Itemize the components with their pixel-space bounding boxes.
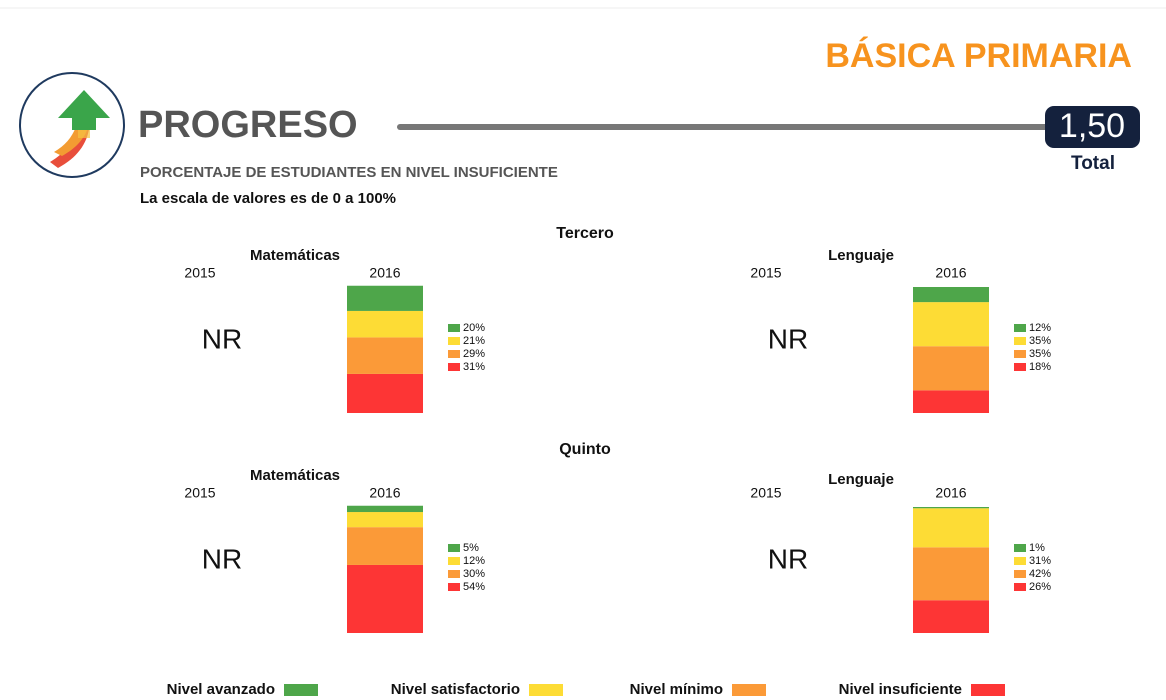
- category-label: 2016: [935, 485, 966, 501]
- category-label: 2015: [184, 265, 215, 281]
- value-label: 31%: [463, 361, 485, 373]
- legend-swatch: [284, 684, 318, 696]
- category-label: 2015: [750, 265, 781, 281]
- value-label: 35%: [1029, 348, 1051, 360]
- bar-segment: [347, 337, 423, 374]
- value-label: 26%: [1029, 581, 1051, 593]
- legend-swatch: [732, 684, 766, 696]
- panel-title: Matemáticas: [250, 467, 340, 484]
- legend-swatch: [448, 324, 460, 332]
- note: La escala de valores es de 0 a 100%: [140, 190, 396, 207]
- value-label: 42%: [1029, 568, 1051, 580]
- panel-title: Lenguaje: [828, 247, 894, 264]
- value-label: 20%: [463, 322, 485, 334]
- legend-swatch: [448, 350, 460, 358]
- missing-label: NR: [202, 323, 242, 354]
- value-label: 5%: [463, 542, 479, 554]
- legend-swatch: [1014, 570, 1026, 578]
- bar-segment: [347, 373, 423, 413]
- subtitle: PORCENTAJE DE ESTUDIANTES EN NIVEL INSUF…: [140, 164, 558, 181]
- legend-swatch: [1014, 544, 1026, 552]
- legend-swatch: [1014, 363, 1026, 371]
- bar-segment: [347, 505, 423, 513]
- value-label: 1%: [1029, 542, 1045, 554]
- logo: [19, 72, 125, 178]
- legend-label: Nivel satisfactorio: [391, 681, 520, 698]
- total-box: [1045, 106, 1140, 148]
- value-label: 18%: [1029, 361, 1051, 373]
- legend-label: Nivel mínimo: [630, 681, 723, 698]
- missing-label: NR: [768, 323, 808, 354]
- legend-swatch: [448, 583, 460, 591]
- legend-swatch: [448, 544, 460, 552]
- legend-swatch: [448, 337, 460, 345]
- value-label: 35%: [1029, 335, 1051, 347]
- legend-swatch: [448, 363, 460, 371]
- legend-label: Nivel insuficiente: [839, 681, 962, 698]
- heading: PROGRESO: [138, 104, 358, 146]
- bar-segment: [913, 507, 989, 509]
- legend-swatch: [1014, 337, 1026, 345]
- legend-swatch: [1014, 324, 1026, 332]
- category-label: 2016: [935, 265, 966, 281]
- value-label: 21%: [463, 335, 485, 347]
- bar-segment: [347, 512, 423, 528]
- bar-segment: [913, 547, 989, 601]
- category-label: 2016: [369, 265, 400, 281]
- bar-segment: [913, 600, 989, 633]
- bar-segment: [913, 508, 989, 548]
- bar-segment: [347, 285, 423, 311]
- value-label: 29%: [463, 348, 485, 360]
- bar-segment: [913, 346, 989, 391]
- value-label: 31%: [1029, 555, 1051, 567]
- missing-label: NR: [202, 543, 242, 574]
- page-title: BÁSICA PRIMARIA: [825, 37, 1132, 75]
- legend-label: Nivel avanzado: [167, 681, 275, 698]
- bar-segment: [913, 390, 989, 413]
- bar-segment: [913, 302, 989, 347]
- category-label: 2016: [369, 485, 400, 501]
- legend-swatch: [971, 684, 1005, 696]
- category-label: 2015: [184, 485, 215, 501]
- total-label: Total: [1071, 153, 1115, 174]
- bar-segment: [347, 564, 423, 633]
- bar-segment: [347, 310, 423, 338]
- section-title: Quinto: [559, 441, 611, 458]
- missing-label: NR: [768, 543, 808, 574]
- legend-swatch: [1014, 557, 1026, 565]
- legend-swatch: [448, 570, 460, 578]
- legend-swatch: [448, 557, 460, 565]
- value-label: 54%: [463, 581, 485, 593]
- panel-title: Lenguaje: [828, 471, 894, 488]
- value-label: 30%: [463, 568, 485, 580]
- legend-swatch: [529, 684, 563, 696]
- bar-segment: [913, 287, 989, 303]
- legend-swatch: [1014, 350, 1026, 358]
- value-label: 12%: [1029, 322, 1051, 334]
- category-label: 2015: [750, 485, 781, 501]
- bar-segment: [347, 527, 423, 565]
- panel-title: Matemáticas: [250, 247, 340, 264]
- total-value: 1,50: [1059, 107, 1125, 145]
- section-title: Tercero: [556, 225, 614, 242]
- legend-swatch: [1014, 583, 1026, 591]
- value-label: 12%: [463, 555, 485, 567]
